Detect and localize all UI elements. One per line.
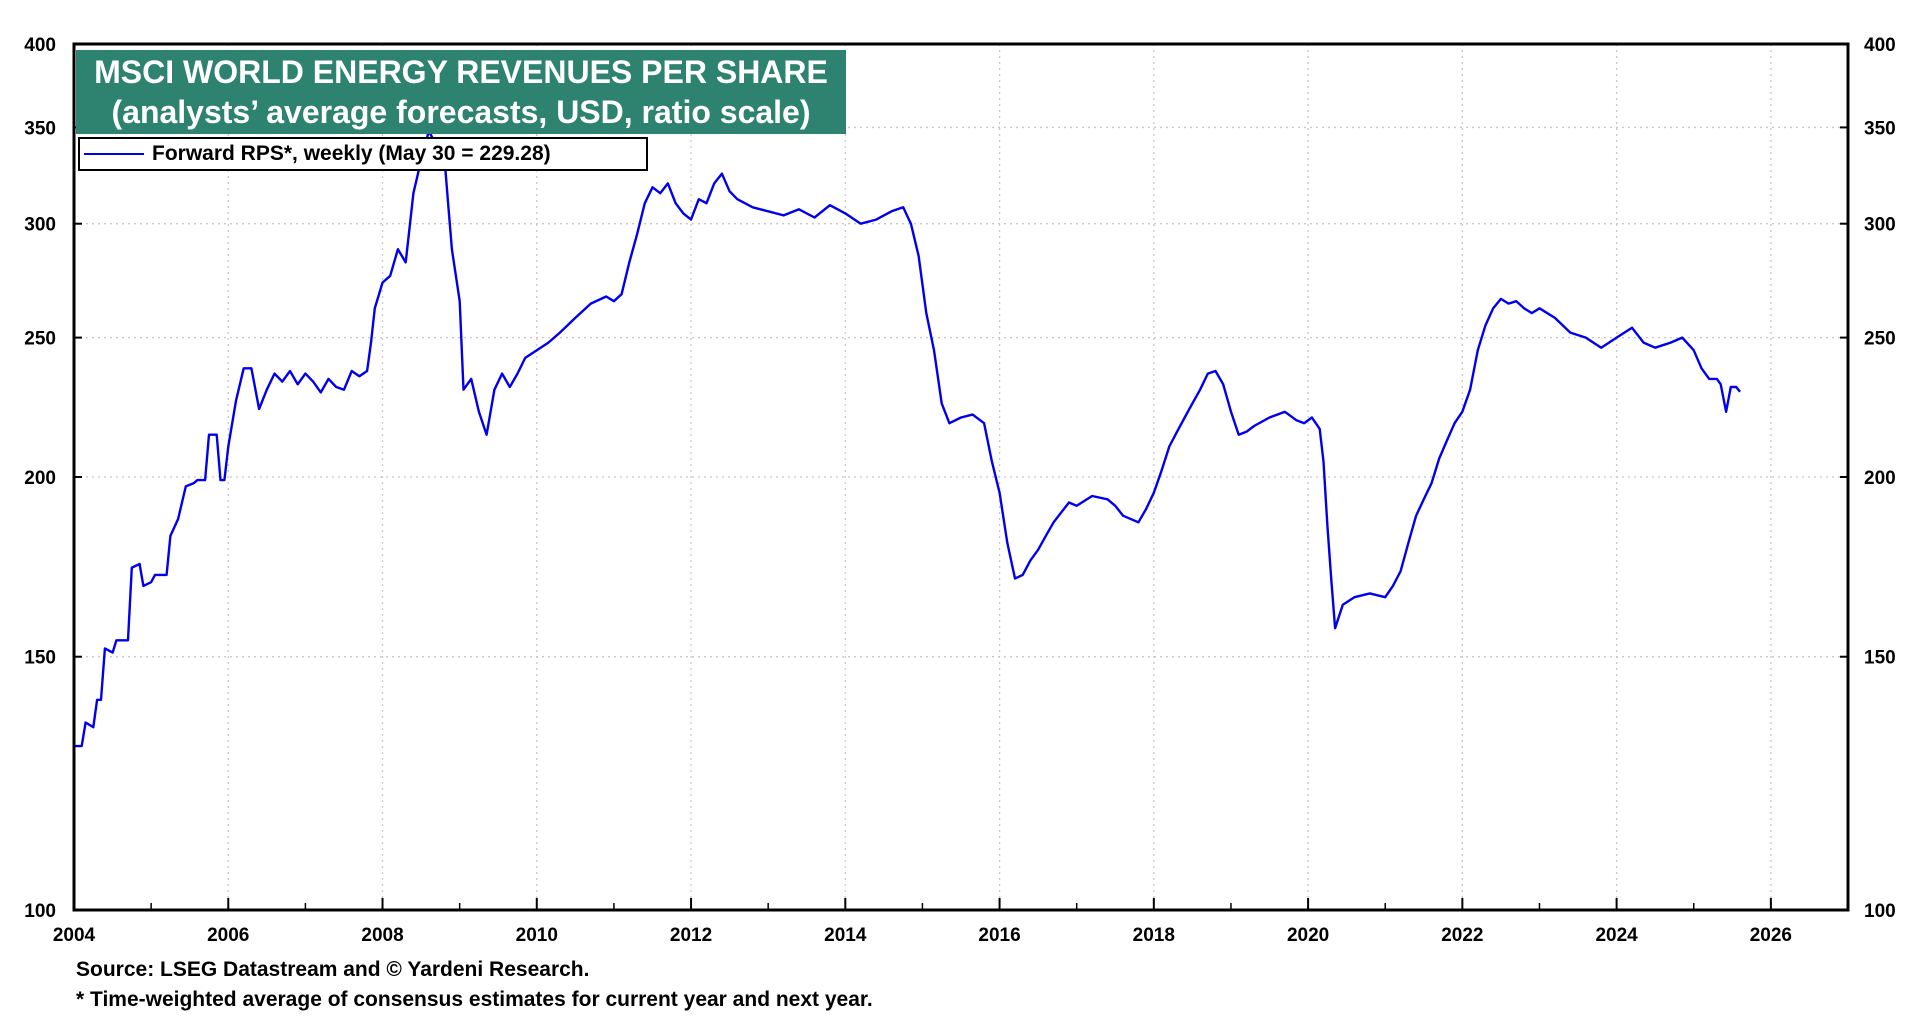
grid-layer — [74, 44, 1848, 910]
chart-title-box: MSCI WORLD ENERGY REVENUES PER SHARE (an… — [76, 50, 846, 134]
x-tick-label: 2006 — [207, 925, 249, 946]
chart-subtitle: (analysts’ average forecasts, USD, ratio… — [111, 94, 811, 130]
y-tick-label-right: 400 — [1864, 35, 1896, 56]
y-tick-label-left: 150 — [24, 648, 56, 669]
y-tick-label-right: 100 — [1864, 901, 1896, 922]
x-tick-label: 2024 — [1595, 925, 1638, 946]
y-tick-label-right: 250 — [1864, 329, 1896, 350]
legend: Forward RPS*, weekly (May 30 = 229.28) — [78, 137, 648, 171]
x-tick-label: 2018 — [1133, 925, 1175, 946]
y-tick-label-left: 400 — [24, 35, 56, 56]
y-tick-label-left: 200 — [24, 468, 56, 489]
x-tick-label: 2020 — [1287, 925, 1329, 946]
x-tick-label: 2004 — [53, 925, 96, 946]
y-tick-label-left: 100 — [24, 901, 56, 922]
x-tick-label: 2016 — [978, 925, 1020, 946]
source-note: Source: LSEG Datastream and © Yardeni Re… — [76, 958, 590, 981]
x-tick-label: 2010 — [516, 925, 558, 946]
y-tick-label-right: 200 — [1864, 468, 1896, 489]
y-tick-label-right: 150 — [1864, 648, 1896, 669]
axis-layer: 100 100 150 150 200 200 250 250 300 300 350 350 400 4… — [24, 35, 1895, 946]
x-tick-label: 2014 — [824, 925, 867, 946]
series-line — [74, 129, 1741, 748]
y-tick-label-right: 300 — [1864, 215, 1896, 236]
legend-label: Forward RPS*, weekly (May 30 = 229.28) — [152, 142, 551, 165]
y-tick-label-right: 350 — [1864, 118, 1896, 139]
y-tick-label-left: 350 — [24, 118, 56, 139]
x-tick-label: 2026 — [1750, 925, 1792, 946]
series-layer — [74, 129, 1741, 748]
legend-swatch — [84, 153, 144, 155]
y-tick-label-left: 250 — [24, 329, 56, 350]
x-tick-label: 2008 — [361, 925, 403, 946]
y-tick-label-left: 300 — [24, 215, 56, 236]
chart-title: MSCI WORLD ENERGY REVENUES PER SHARE — [94, 54, 828, 90]
x-tick-label: 2012 — [670, 925, 712, 946]
x-tick-label: 2022 — [1441, 925, 1483, 946]
footnote: * Time-weighted average of consensus est… — [76, 988, 873, 1011]
